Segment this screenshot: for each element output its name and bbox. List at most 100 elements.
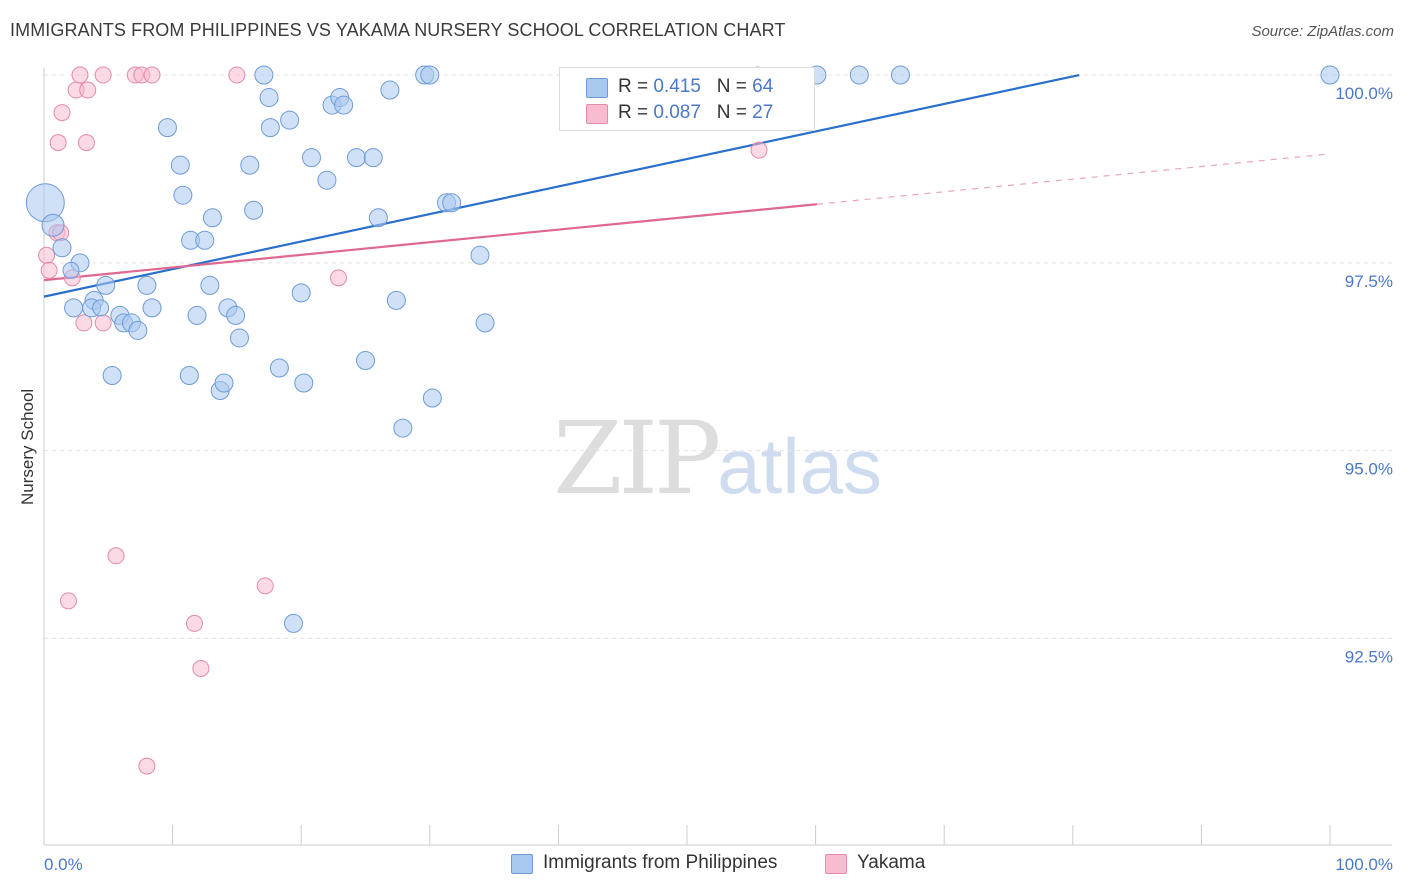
philippines-point — [173, 185, 193, 205]
philippines-point — [200, 275, 220, 295]
legend-r-label: R = — [618, 102, 649, 123]
philippines-point — [187, 305, 207, 325]
philippines-point — [380, 80, 400, 100]
philippines-point — [356, 350, 375, 370]
philippines-point — [259, 88, 279, 108]
philippines-point — [102, 366, 122, 386]
philippines-point — [195, 230, 215, 250]
legend-label-philippines: Immigrants from Philippines — [543, 852, 778, 873]
philippines-point — [179, 366, 199, 386]
legend-n-value: 64 — [752, 76, 774, 97]
x-tick-labels: 0.0% 100.0% — [44, 855, 1393, 874]
philippines-point — [334, 95, 354, 115]
series-legend: Immigrants from Philippines Yakama — [0, 852, 1406, 878]
philippines-point — [157, 118, 177, 138]
yakama-point — [256, 577, 274, 595]
watermark-atlas: atlas — [717, 422, 883, 510]
yakama-trend-line — [43, 203, 817, 282]
source-label: Source: ZipAtlas.com — [1251, 23, 1394, 40]
philippines-point — [346, 148, 366, 168]
philippines-point — [260, 118, 280, 138]
y-tick-labels: 100.0% 97.5% 95.0% 92.5% — [1335, 84, 1393, 666]
yakama-point — [53, 104, 71, 122]
axes — [43, 68, 1392, 846]
yakama-point — [94, 314, 112, 332]
watermark-zip: ZIP — [553, 400, 721, 517]
legend-swatch-yakama — [586, 104, 608, 124]
y-tick-label: 92.5% — [1345, 647, 1393, 666]
philippines-point — [240, 155, 260, 175]
x-tick-label-max: 100.0% — [1335, 855, 1393, 874]
philippines-point — [368, 208, 388, 228]
philippines-point — [244, 200, 264, 220]
philippines-point — [92, 299, 110, 317]
legend-r-value: 0.087 — [653, 102, 701, 123]
yakama-point — [71, 66, 89, 84]
philippines-point — [52, 238, 72, 258]
chart-title: IMMIGRANTS FROM PHILIPPINES VS YAKAMA NU… — [10, 20, 786, 40]
philippines-point — [280, 110, 300, 130]
philippines-point — [393, 418, 413, 438]
legend-swatch-philippines — [511, 854, 533, 874]
legend-n-label: N = — [716, 76, 747, 97]
legend-row-yakama: R = 0.087 N = 27 — [560, 101, 814, 127]
y-axis-label: Nursery School — [18, 388, 37, 505]
yakama-point — [192, 659, 210, 677]
philippines-point — [229, 328, 249, 348]
y-tick-label: 97.5% — [1345, 272, 1393, 291]
legend-swatch-yakama — [825, 854, 847, 874]
legend-row-philippines: R = 0.415 N = 64 — [560, 75, 814, 101]
yakama-point — [138, 757, 156, 775]
philippines-point — [475, 313, 495, 333]
philippines-point — [96, 275, 116, 295]
philippines-point — [170, 155, 190, 175]
philippines-point — [269, 358, 289, 378]
yakama-point — [228, 66, 246, 84]
watermark: ZIPatlas — [553, 400, 882, 517]
philippines-point — [890, 65, 910, 85]
philippines-point — [849, 65, 869, 85]
legend-label-yakama: Yakama — [857, 852, 926, 873]
philippines-point — [62, 261, 80, 279]
philippines-point — [420, 65, 440, 85]
philippines-point — [291, 283, 311, 303]
philippines-point — [442, 193, 462, 213]
philippines-point — [470, 245, 490, 265]
philippines-point — [202, 208, 222, 228]
yakama-point — [329, 269, 347, 287]
philippines-point — [283, 613, 303, 633]
philippines-point — [1320, 65, 1340, 85]
yakama-point — [750, 141, 768, 159]
legend-n-value: 27 — [752, 102, 774, 123]
trend-lines — [43, 73, 1331, 298]
yakama-point — [75, 314, 93, 332]
philippines-point — [422, 388, 442, 408]
philippines-trend-line — [43, 73, 1080, 298]
philippines-point — [317, 170, 337, 190]
x-tick-label-min: 0.0% — [44, 855, 83, 874]
data-points — [25, 65, 1340, 775]
legend-n-label: N = — [716, 102, 747, 123]
y-tick-label: 95.0% — [1345, 460, 1393, 479]
philippines-point — [294, 373, 314, 393]
stats-legend: R = 0.415 N = 64 R = 0.087 N = 27 — [559, 67, 815, 131]
yakama-trend-extension — [816, 153, 1331, 205]
yakama-point — [79, 81, 97, 99]
yakama-point — [40, 261, 58, 279]
yakama-point — [185, 614, 203, 632]
yakama-point — [59, 592, 77, 610]
philippines-point — [226, 305, 246, 325]
philippines-point — [137, 275, 157, 295]
yakama-point — [49, 134, 67, 152]
y-tick-label: 100.0% — [1335, 84, 1393, 103]
yakama-point — [143, 66, 161, 84]
philippines-point — [254, 65, 274, 85]
philippines-point — [142, 298, 162, 318]
philippines-point — [301, 148, 321, 168]
yakama-point — [107, 547, 125, 565]
legend-r-value: 0.415 — [653, 76, 701, 97]
philippines-point — [363, 148, 383, 168]
philippines-point — [214, 373, 234, 393]
legend-r-label: R = — [618, 76, 649, 97]
